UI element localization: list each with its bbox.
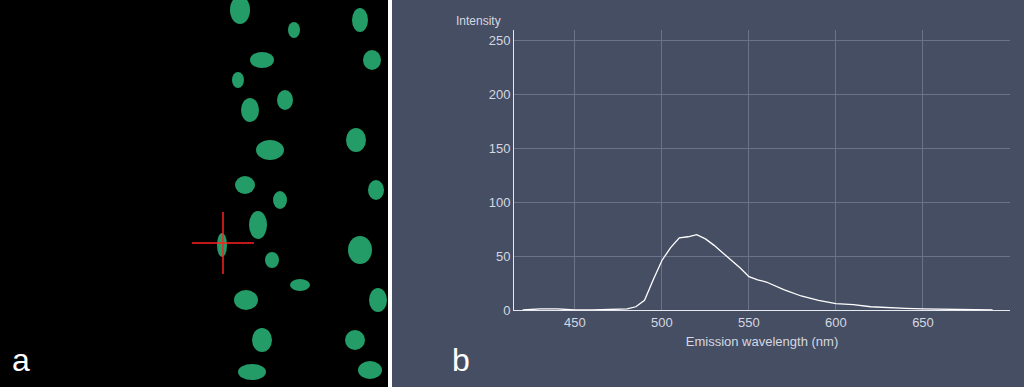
svg-text:Intensity: Intensity <box>456 14 501 28</box>
svg-text:650: 650 <box>912 315 934 330</box>
svg-text:600: 600 <box>825 315 847 330</box>
svg-text:500: 500 <box>651 315 673 330</box>
svg-text:50: 50 <box>496 249 510 264</box>
svg-text:550: 550 <box>738 315 760 330</box>
svg-text:250: 250 <box>489 33 511 48</box>
svg-text:100: 100 <box>489 195 511 210</box>
html-text:b: b <box>452 342 470 378</box>
svg-text:450: 450 <box>564 315 586 330</box>
svg-text:200: 200 <box>489 87 511 102</box>
svg-text:150: 150 <box>489 141 511 156</box>
html-text:a: a <box>12 342 30 378</box>
svg-text:0: 0 <box>503 303 510 318</box>
svg-text:Emission wavelength (nm): Emission wavelength (nm) <box>686 334 838 349</box>
